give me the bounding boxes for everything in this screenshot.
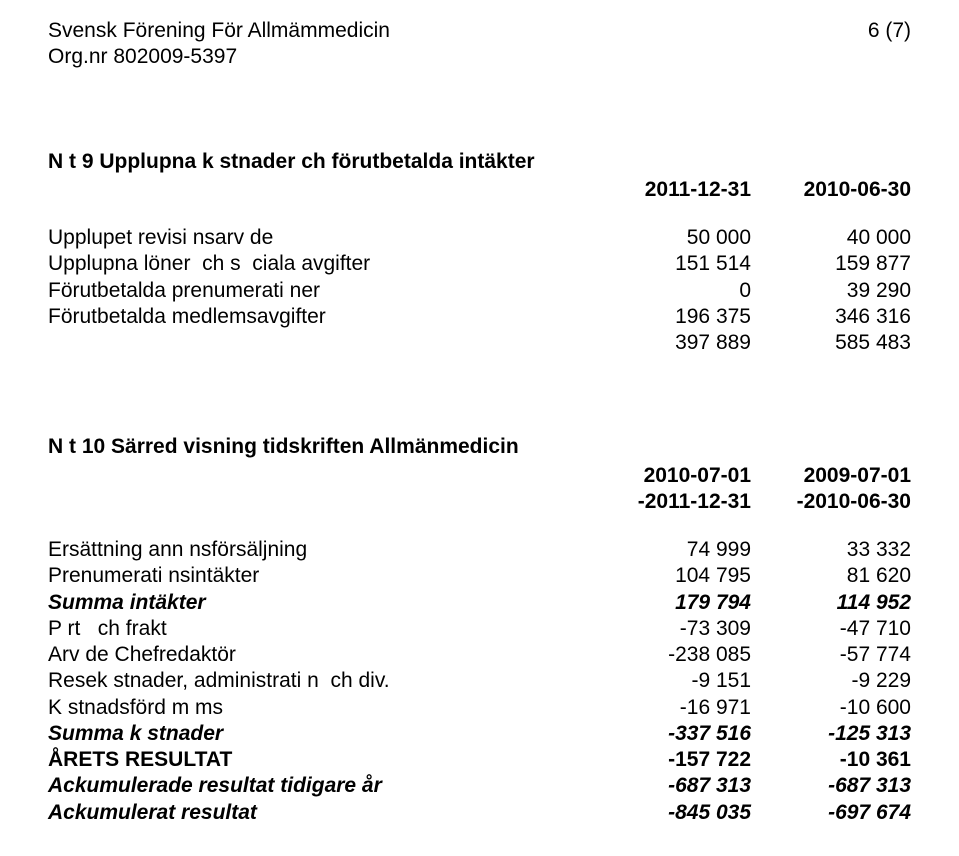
row-label: Summa intäkter: [48, 590, 206, 616]
note10-period2-c2: -2010-06-30: [751, 489, 911, 515]
summa-kostnader-row: Summa k stnader -337 516 -125 313: [48, 721, 911, 747]
row-c1: -9 151: [591, 668, 751, 694]
row-label: Prenumerati nsintäkter: [48, 563, 259, 589]
row-c1: 179 794: [591, 590, 751, 616]
row-label: Förutbetalda medlemsavgifter: [48, 304, 326, 330]
row-c2: 346 316: [751, 304, 911, 330]
table-row: Ersättning ann nsförsäljning 74 999 33 3…: [48, 537, 911, 563]
row-c1: 104 795: [591, 563, 751, 589]
row-label: P rt ch frakt: [48, 616, 167, 642]
row-c1: 74 999: [591, 537, 751, 563]
note9-date-c2: 2010-06-30: [751, 177, 911, 203]
row-c1: -337 516: [591, 721, 751, 747]
row-label: Ersättning ann nsförsäljning: [48, 537, 307, 563]
row-c1: -845 035: [591, 800, 751, 826]
note9-total-c2: 585 483: [751, 330, 911, 356]
row-c2: -10 361: [751, 747, 911, 773]
arets-resultat-row: ÅRETS RESULTAT -157 722 -10 361: [48, 747, 911, 773]
row-c2: 114 952: [751, 590, 911, 616]
row-label: Resek stnader, administrati n ch div.: [48, 668, 390, 694]
row-label: Upplupna löner ch s ciala avgifter: [48, 251, 370, 277]
row-c2: 39 290: [751, 278, 911, 304]
row-c2: -57 774: [751, 642, 911, 668]
table-row: Upplupet revisi nsarv de 50 000 40 000: [48, 225, 911, 251]
row-label: Ackumulerade resultat tidigare år: [48, 773, 382, 799]
note9-total-c1: 397 889: [591, 330, 751, 356]
table-row: Prenumerati nsintäkter 104 795 81 620: [48, 563, 911, 589]
row-c2: -10 600: [751, 695, 911, 721]
table-row: Resek stnader, administrati n ch div. -9…: [48, 668, 911, 694]
row-c2: -687 313: [751, 773, 911, 799]
row-c1: 0: [591, 278, 751, 304]
summa-intakter-row: Summa intäkter 179 794 114 952: [48, 590, 911, 616]
row-c2: 159 877: [751, 251, 911, 277]
row-label: ÅRETS RESULTAT: [48, 747, 232, 773]
note10-title: N t 10 Särred visning tidskriften Allmän…: [48, 434, 911, 460]
org-name: Svensk Förening För Allmämmedicin: [48, 18, 390, 44]
row-c1: 196 375: [591, 304, 751, 330]
table-row: Upplupna löner ch s ciala avgifter 151 5…: [48, 251, 911, 277]
org-nr: Org.nr 802009-5397: [48, 44, 911, 70]
row-c2: -47 710: [751, 616, 911, 642]
row-label: Summa k stnader: [48, 721, 223, 747]
ack-resultat-row: Ackumulerat resultat -845 035 -697 674: [48, 800, 911, 826]
header-line-1: Svensk Förening För Allmämmedicin 6 (7): [48, 18, 911, 44]
row-label: Upplupet revisi nsarv de: [48, 225, 273, 251]
table-row: K stnadsförd m ms -16 971 -10 600: [48, 695, 911, 721]
row-c1: -687 313: [591, 773, 751, 799]
note10-period1-c1: 2010-07-01: [591, 463, 751, 489]
note9-total-row: 397 889 585 483: [48, 330, 911, 356]
ack-tidigare-row: Ackumulerade resultat tidigare år -687 3…: [48, 773, 911, 799]
row-c1: 151 514: [591, 251, 751, 277]
row-c1: -16 971: [591, 695, 751, 721]
row-c2: 33 332: [751, 537, 911, 563]
row-label: Förutbetalda prenumerati ner: [48, 278, 320, 304]
note10-period1-c2: 2009-07-01: [751, 463, 911, 489]
row-c2: -9 229: [751, 668, 911, 694]
row-c1: -157 722: [591, 747, 751, 773]
row-c2: -125 313: [751, 721, 911, 747]
note10-period2-c1: -2011-12-31: [591, 489, 751, 515]
row-label: K stnadsförd m ms: [48, 695, 223, 721]
row-c1: -238 085: [591, 642, 751, 668]
row-c2: 40 000: [751, 225, 911, 251]
page-number: 6 (7): [868, 18, 911, 44]
note9-date-row: 2011-12-31 2010-06-30: [48, 177, 911, 203]
note9-date-c1: 2011-12-31: [591, 177, 751, 203]
table-row: Förutbetalda medlemsavgifter 196 375 346…: [48, 304, 911, 330]
row-c2: 81 620: [751, 563, 911, 589]
note10-period-row1: 2010-07-01 2009-07-01: [48, 463, 911, 489]
note9-title: N t 9 Upplupna k stnader ch förutbetalda…: [48, 149, 911, 175]
row-c2: -697 674: [751, 800, 911, 826]
row-label: Arv de Chefredaktör: [48, 642, 236, 668]
row-label: Ackumulerat resultat: [48, 800, 257, 826]
row-c1: -73 309: [591, 616, 751, 642]
row-c1: 50 000: [591, 225, 751, 251]
table-row: Förutbetalda prenumerati ner 0 39 290: [48, 278, 911, 304]
table-row: P rt ch frakt -73 309 -47 710: [48, 616, 911, 642]
note10-period-row2: -2011-12-31 -2010-06-30: [48, 489, 911, 515]
table-row: Arv de Chefredaktör -238 085 -57 774: [48, 642, 911, 668]
